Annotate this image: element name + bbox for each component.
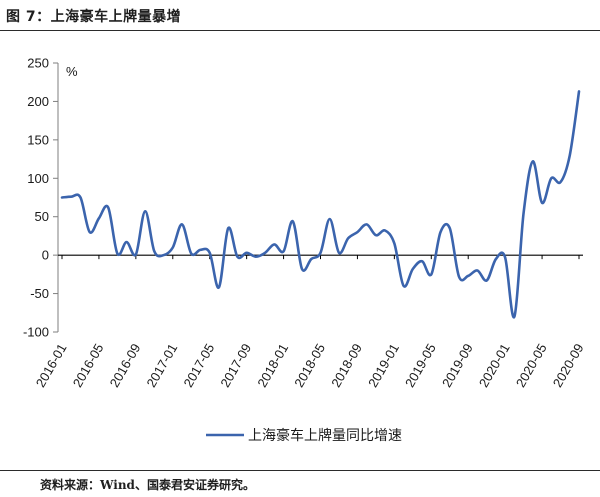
y-tick-label: 200 [27, 94, 49, 109]
source-note: 资料来源：Wind、国泰君安证券研究。 [40, 478, 255, 492]
figure-title: 图 7：上海豪车上牌量暴增 [6, 9, 182, 25]
y-tick-label: 0 [42, 248, 49, 263]
x-tick-label: 2017-05 [180, 341, 217, 390]
y-tick-label: -100 [23, 325, 49, 340]
x-tick-label: 2020-01 [476, 341, 513, 390]
x-tick-label: 2019-09 [439, 341, 476, 390]
top-rule [0, 30, 600, 31]
x-tick-label: 2020-05 [513, 341, 550, 390]
x-tick-label: 2017-01 [144, 341, 181, 390]
bottom-rule [0, 470, 600, 471]
x-tick-label: 2016-09 [107, 341, 144, 390]
y-tick-label: 100 [27, 171, 49, 186]
x-tick-label: 2019-01 [365, 341, 402, 390]
y-unit-label: % [66, 64, 78, 79]
y-tick-label: 50 [35, 209, 49, 224]
legend-label: 上海豪车上牌量同比增速 [248, 427, 402, 444]
x-tick-label: 2016-05 [70, 341, 107, 390]
x-tick-label: 2018-09 [328, 341, 365, 390]
x-axis: 2016-01 2016-05 2016-09 2017-01 2017-05 2017-… [33, 254, 587, 390]
x-tick-label: 2017-09 [217, 341, 254, 390]
y-tick-label: -50 [30, 286, 49, 301]
legend: 上海豪车上牌量同比增速 [206, 427, 402, 444]
x-tick-label: 2018-05 [291, 341, 328, 390]
x-tick-label: 2019-05 [402, 341, 439, 390]
x-tick-label: 2016-01 [33, 341, 70, 390]
y-tick-label: 250 [27, 56, 49, 71]
figure-header: 图 7：上海豪车上牌量暴增 [0, 0, 600, 34]
x-tick-label: 2018-01 [254, 341, 291, 390]
y-tick-label: 150 [27, 132, 49, 147]
y-axis: -100 -50 0 50 100 150 200 250 [23, 56, 59, 340]
x-tick-label: 2020-09 [550, 341, 587, 390]
series-line [60, 90, 581, 319]
